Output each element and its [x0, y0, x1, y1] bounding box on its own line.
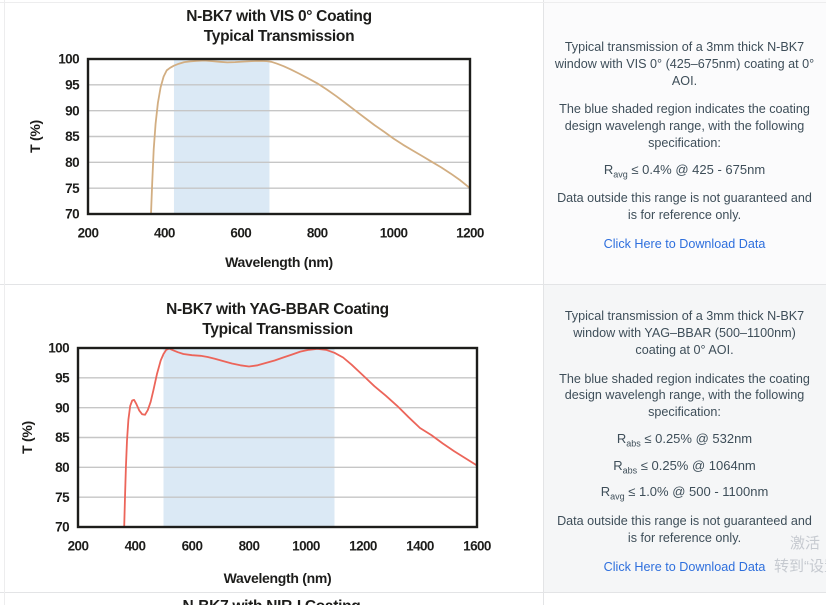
download-data-link[interactable]: Click Here to Download Data [603, 236, 766, 251]
x-tick-label: 600 [230, 226, 251, 241]
download-data-link[interactable]: Click Here to Download Data [603, 559, 766, 574]
plot-border [76, 346, 479, 529]
y-tick-label: 95 [55, 371, 70, 386]
transmission-curve [123, 347, 478, 528]
spec-value: ≤ 1.0% @ 500 - 1100nm [624, 484, 769, 500]
x-tick-label: 200 [78, 226, 99, 241]
x-tick-label: 1200 [349, 539, 377, 554]
row-divider [0, 284, 826, 285]
spec-base: R [616, 430, 627, 446]
y-axis-label: T (%) [19, 421, 35, 454]
transmission-curve [150, 59, 471, 215]
y-tick-label: 80 [55, 460, 69, 475]
outer-border-top [0, 2, 826, 3]
next-chart-cell-clipped: N-BK7 with NIR-I Coating [0, 592, 543, 605]
spec-line: Ravg ≤ 0.4% @ 425 - 675nm [604, 162, 765, 181]
spec-base: R [603, 161, 614, 177]
spec-line: Rabs ≤ 0.25% @ 1064nm [613, 458, 756, 477]
y-axis-label: T (%) [27, 120, 43, 153]
y-tick-label: 100 [58, 52, 79, 67]
y-tick-label: 70 [65, 207, 79, 222]
y-tick-label: 85 [55, 430, 70, 445]
plot-border [86, 57, 472, 216]
spec-value: ≤ 0.25% @ 532nm [640, 430, 753, 446]
row-divider [0, 592, 826, 593]
spec-base: R [613, 457, 623, 473]
x-tick-label: 1000 [380, 226, 408, 241]
description-text: Typical transmission of a 3mm thick N-BK… [564, 309, 805, 357]
description-text: Typical transmission of a 3mm thick N-BK… [554, 40, 815, 88]
yag-chart-cell: 100 95 90 85 80 75 70 200 400 600 800 1000 1200 1400 1… [0, 284, 543, 592]
x-tick-label: 1400 [406, 539, 434, 554]
spec-base: R [600, 484, 611, 500]
x-axis-label: Wavelength (nm) [225, 254, 333, 270]
yag-bbar-transmission-chart: 100 95 90 85 80 75 70 200 400 600 800 1000 1200 1400 1… [19, 301, 492, 586]
vis-coating-transmission-chart: 100 95 90 85 80 75 70 200 400 600 800 1000 1200 N-BK7… [27, 8, 485, 270]
chart-title-line1: N-BK7 with VIS 0° Coating [186, 8, 372, 25]
spec-value: ≤ 0.25% @ 1064nm [637, 457, 756, 473]
column-divider [543, 0, 544, 605]
vis-description-panel: Typical transmission of a 3mm thick N-BK… [543, 0, 826, 284]
x-axis-label: Wavelength (nm) [224, 570, 332, 586]
disclaimer-text: Data outside this range is not guarantee… [557, 191, 812, 223]
spec-line: Rabs ≤ 0.25% @ 532nm [617, 431, 752, 450]
x-tick-label: 800 [307, 226, 328, 241]
x-tick-label: 200 [68, 539, 89, 554]
next-description-panel-clipped [543, 592, 826, 605]
y-tick-label: 85 [65, 129, 80, 144]
x-tick-label: 400 [154, 226, 175, 241]
band-explanation-text: The blue shaded region indicates the coa… [559, 102, 810, 150]
chart-title-line2: Typical Transmission [204, 28, 355, 45]
x-tick-label: 1600 [463, 539, 491, 554]
y-tick-label: 75 [65, 181, 80, 196]
x-tick-label: 1000 [292, 539, 320, 554]
yag-description-panel: Typical transmission of a 3mm thick N-BK… [543, 284, 826, 592]
y-tick-label: 90 [65, 103, 79, 118]
spec-line: Ravg ≤ 1.0% @ 500 - 1100nm [601, 484, 769, 503]
y-tick-label: 70 [55, 520, 69, 535]
spec-subscript: abs [622, 465, 638, 476]
x-tick-label: 600 [182, 539, 203, 554]
outer-border-left [4, 0, 5, 605]
y-tick-label: 95 [65, 78, 80, 93]
disclaimer-text: Data outside this range is not guarantee… [557, 514, 812, 545]
y-tick-label: 90 [55, 400, 69, 415]
spec-subscript: abs [626, 438, 641, 449]
y-tick-label: 80 [65, 155, 79, 170]
chart-title-line2: Typical Transmission [202, 321, 353, 338]
x-tick-label: 800 [239, 539, 260, 554]
x-tick-label: 400 [125, 539, 146, 554]
y-tick-label: 100 [48, 341, 69, 356]
x-tick-label: 1200 [456, 226, 484, 241]
y-tick-label: 75 [55, 490, 70, 505]
spec-value: ≤ 0.4% @ 425 - 675nm [627, 161, 766, 177]
vis-chart-cell: 100 95 90 85 80 75 70 200 400 600 800 1000 1200 N-BK7… [0, 0, 543, 284]
next-chart-title-partial: N-BK7 with NIR-I Coating [0, 598, 543, 605]
band-explanation-text: The blue shaded region indicates the coa… [559, 371, 810, 419]
chart-title-line1: N-BK7 with YAG-BBAR Coating [166, 301, 389, 318]
spec-subscript: avg [613, 169, 628, 180]
spec-subscript: avg [610, 491, 625, 502]
